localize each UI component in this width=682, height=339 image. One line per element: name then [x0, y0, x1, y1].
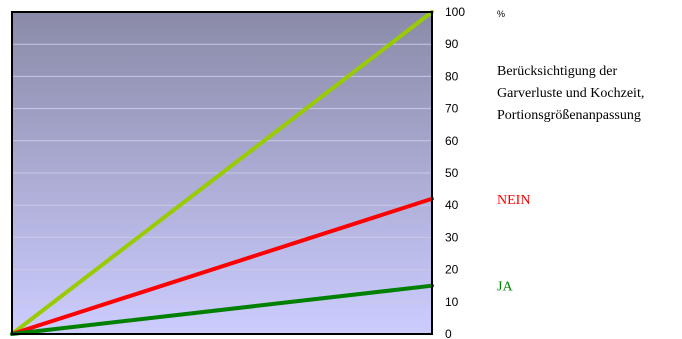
gridlines: [12, 43, 432, 303]
annotation-line-2: Garverluste und Kochzeit,: [497, 86, 644, 101]
series-line-nein: [10, 196, 434, 336]
series-line-ja: [10, 283, 434, 336]
y-tick-label: 50: [445, 166, 459, 180]
legend-label-nein: NEIN: [497, 193, 530, 208]
y-tick-label: 90: [445, 37, 459, 51]
y-tick-label: 70: [445, 102, 459, 116]
y-unit-label: %: [497, 9, 505, 19]
annotation-line-3: Portionsgrößenanpassung: [497, 108, 641, 123]
legend-label-ja: JA: [497, 280, 513, 295]
y-tick-label: 0: [445, 327, 452, 339]
y-tick-label: 40: [445, 198, 459, 212]
annotation-text: Berücksichtigung der Garverluste und Koc…: [497, 64, 648, 123]
y-tick-label: 80: [445, 69, 459, 83]
series-line-series-1: [10, 10, 434, 336]
plot-frame: [11, 11, 433, 335]
series-lines: [10, 10, 434, 336]
y-tick-label: 100: [445, 5, 465, 19]
y-tick-label: 20: [445, 263, 459, 277]
y-axis-ticks: 0 10 20 30 40 50 60 70 80 90 100: [445, 5, 465, 339]
annotation-line-1: Berücksichtigung der: [497, 64, 617, 79]
legend: NEIN JA: [497, 193, 530, 295]
y-tick-label: 10: [445, 295, 459, 309]
y-tick-label: 60: [445, 134, 459, 148]
y-tick-label: 30: [445, 230, 459, 244]
